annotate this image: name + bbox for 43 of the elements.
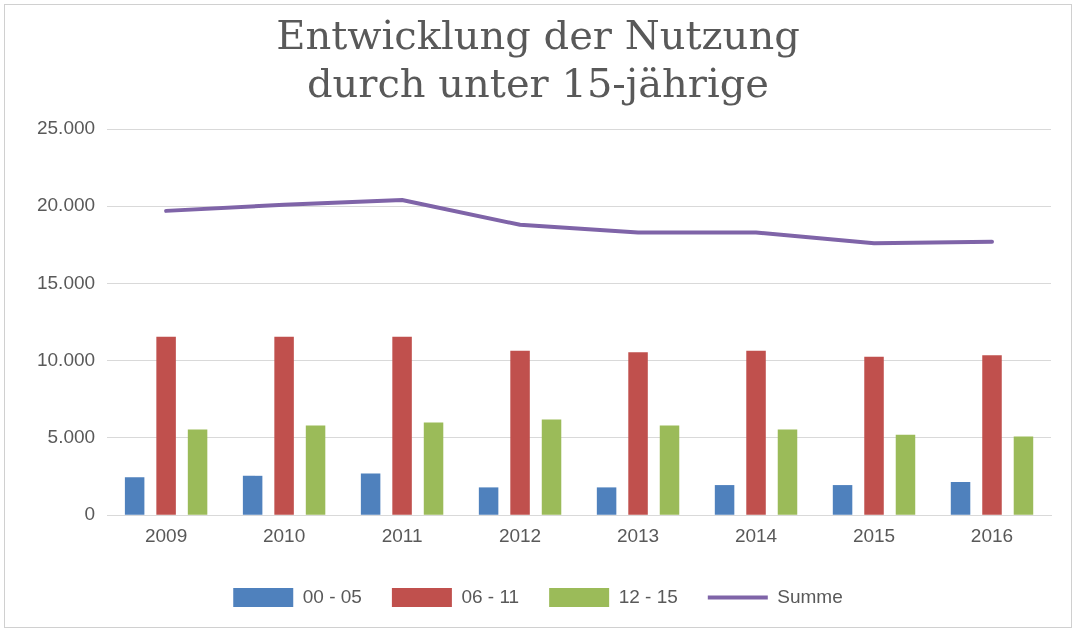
bar (628, 352, 648, 515)
legend-label: Summe (777, 585, 843, 607)
chart-title: Entwicklung der Nutzung durch unter 15-jährige (276, 12, 800, 107)
bar (864, 356, 884, 515)
bar (746, 350, 766, 515)
x-tick-label: 2013 (616, 524, 660, 546)
legend-label: 06 - 11 (461, 585, 520, 607)
bar (1013, 436, 1034, 515)
x-tick-label: 2010 (262, 524, 306, 546)
bar (187, 429, 208, 515)
bar (305, 425, 326, 515)
bar (982, 355, 1002, 515)
bar (777, 429, 798, 515)
bar (423, 422, 444, 515)
x-tick-label: 2011 (381, 524, 423, 546)
bar (510, 350, 530, 515)
bar (659, 425, 680, 515)
bar (950, 481, 971, 515)
y-tick-label: 25.000 (36, 117, 96, 139)
bar (596, 487, 617, 515)
bar (714, 485, 735, 515)
x-tick-label: 2016 (970, 524, 1014, 546)
bar (541, 419, 562, 515)
x-tick-label: 2009 (144, 524, 188, 546)
bar (156, 336, 176, 515)
y-tick-label: 10.000 (36, 348, 96, 370)
x-tick-label: 2014 (734, 524, 778, 546)
bar (895, 434, 916, 515)
x-tick-label: 2015 (852, 524, 896, 546)
legend-label: 00 - 05 (302, 585, 362, 607)
bar (124, 477, 145, 515)
bar (478, 487, 499, 515)
y-tick-label: 5.000 (47, 426, 96, 448)
bar (392, 336, 412, 515)
y-tick-label: 15.000 (36, 271, 96, 293)
x-tick-label: 2012 (498, 524, 542, 546)
bar (832, 485, 853, 515)
y-tick-label: 20.000 (36, 194, 96, 216)
bar (242, 475, 263, 515)
bar (274, 336, 294, 515)
bar (360, 473, 381, 515)
y-tick-label: 0 (84, 503, 96, 525)
legend-label: 12 - 15 (618, 585, 678, 607)
